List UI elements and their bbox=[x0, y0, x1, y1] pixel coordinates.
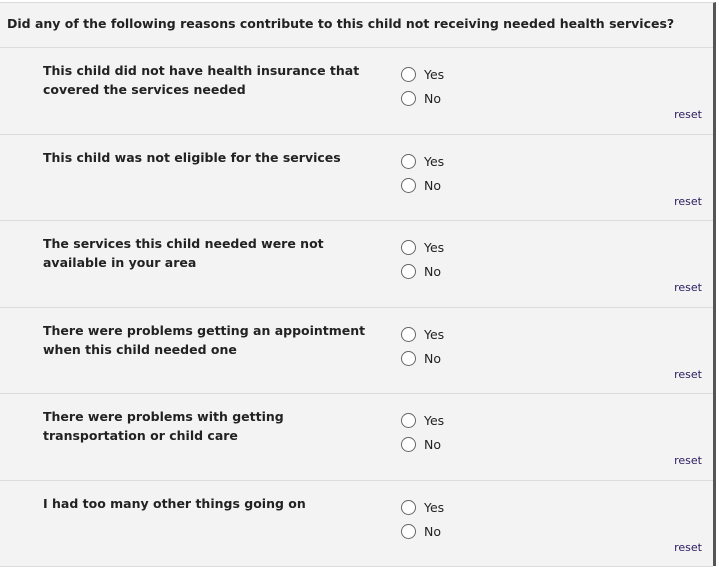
item-label: This child did not have health insurance… bbox=[43, 61, 383, 99]
reset-link[interactable]: reset bbox=[674, 541, 702, 554]
option-label: Yes bbox=[424, 500, 444, 515]
radio-icon[interactable] bbox=[401, 413, 416, 428]
option-yes[interactable]: Yes bbox=[401, 413, 444, 428]
radio-icon[interactable] bbox=[401, 437, 416, 452]
option-no[interactable]: No bbox=[401, 264, 441, 279]
radio-icon[interactable] bbox=[401, 178, 416, 193]
option-yes[interactable]: Yes bbox=[401, 500, 444, 515]
radio-icon[interactable] bbox=[401, 67, 416, 82]
option-yes[interactable]: Yes bbox=[401, 154, 444, 169]
item-label: I had too many other things going on bbox=[43, 494, 383, 513]
question-row: I had too many other things going on Yes… bbox=[0, 481, 713, 567]
radio-icon[interactable] bbox=[401, 500, 416, 515]
question-row: This child did not have health insurance… bbox=[0, 48, 713, 135]
radio-icon[interactable] bbox=[401, 154, 416, 169]
option-yes[interactable]: Yes bbox=[401, 327, 444, 342]
question-row: The services this child needed were not … bbox=[0, 221, 713, 308]
option-label: Yes bbox=[424, 413, 444, 428]
question-row: This child was not eligible for the serv… bbox=[0, 135, 713, 222]
item-label: The services this child needed were not … bbox=[43, 234, 383, 272]
option-no[interactable]: No bbox=[401, 437, 441, 452]
option-label: No bbox=[424, 351, 441, 366]
option-yes[interactable]: Yes bbox=[401, 240, 444, 255]
option-yes[interactable]: Yes bbox=[401, 67, 444, 82]
reset-link[interactable]: reset bbox=[674, 108, 702, 121]
item-label: There were problems getting an appointme… bbox=[43, 321, 383, 359]
option-no[interactable]: No bbox=[401, 351, 441, 366]
radio-icon[interactable] bbox=[401, 327, 416, 342]
option-no[interactable]: No bbox=[401, 524, 441, 539]
reset-link[interactable]: reset bbox=[674, 454, 702, 467]
reset-link[interactable]: reset bbox=[674, 368, 702, 381]
option-label: No bbox=[424, 437, 441, 452]
radio-icon[interactable] bbox=[401, 91, 416, 106]
item-label: There were problems with getting transpo… bbox=[43, 407, 383, 445]
option-label: No bbox=[424, 178, 441, 193]
option-label: Yes bbox=[424, 240, 444, 255]
radio-icon[interactable] bbox=[401, 524, 416, 539]
question-row: There were problems with getting transpo… bbox=[0, 394, 713, 481]
option-label: Yes bbox=[424, 327, 444, 342]
radio-icon[interactable] bbox=[401, 351, 416, 366]
reset-link[interactable]: reset bbox=[674, 281, 702, 294]
option-label: No bbox=[424, 91, 441, 106]
reset-link[interactable]: reset bbox=[674, 195, 702, 208]
option-no[interactable]: No bbox=[401, 91, 441, 106]
option-label: No bbox=[424, 524, 441, 539]
radio-icon[interactable] bbox=[401, 240, 416, 255]
question-title: Did any of the following reasons contrib… bbox=[0, 3, 713, 48]
option-label: Yes bbox=[424, 67, 444, 82]
option-label: Yes bbox=[424, 154, 444, 169]
question-row: There were problems getting an appointme… bbox=[0, 308, 713, 395]
option-no[interactable]: No bbox=[401, 178, 441, 193]
radio-icon[interactable] bbox=[401, 264, 416, 279]
option-label: No bbox=[424, 264, 441, 279]
item-label: This child was not eligible for the serv… bbox=[43, 148, 383, 167]
